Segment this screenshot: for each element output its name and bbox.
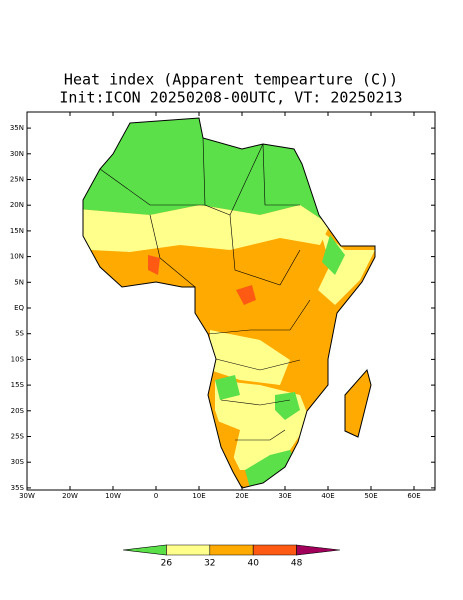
- colorbar-label: 26: [161, 559, 173, 569]
- lat-tick-label: 30N: [10, 150, 24, 158]
- lon-tick-label: 30E: [278, 492, 291, 500]
- colorbar-label: 40: [247, 559, 259, 569]
- colorbar-segment: [252, 544, 297, 556]
- lat-tick-label: EQ: [14, 304, 24, 312]
- lat-tick-label: 20S: [11, 407, 25, 415]
- madagascar: [344, 368, 372, 438]
- colorbar-segment: [209, 544, 254, 556]
- lat-tick-label: 15S: [11, 381, 25, 389]
- lon-tick-label: 20E: [235, 492, 248, 500]
- lon-tick-label: 10W: [105, 492, 121, 500]
- colorbar-segment: [166, 544, 211, 556]
- lat-tick-label: 10S: [11, 355, 25, 363]
- lon-tick-label: 10E: [192, 492, 205, 500]
- lat-tick-label: 5S: [15, 330, 24, 338]
- lat-tick-label: 25S: [11, 433, 25, 441]
- colorbar-label: 32: [204, 559, 215, 569]
- lon-tick-label: 20W: [62, 492, 78, 500]
- colorbar-segment: [122, 544, 167, 556]
- title: Heat index (Apparent tempearture (C)): [64, 71, 398, 89]
- colorbar-segment: [296, 544, 341, 556]
- lon-tick-label: 60E: [407, 492, 420, 500]
- lon-tick-label: 30W: [19, 492, 35, 500]
- lat-tick-label: 20N: [10, 201, 24, 209]
- lat-tick-label: 30S: [11, 458, 25, 466]
- lat-tick-label: 35N: [10, 124, 24, 132]
- lat-tick-label: 35S: [11, 484, 25, 492]
- lon-tick-label: 0: [154, 492, 158, 500]
- colorbar: 26 32 40 48: [122, 544, 341, 569]
- lon-tick-label: 50E: [364, 492, 377, 500]
- lat-tick-label: 15N: [10, 227, 24, 235]
- subtitle: Init:ICON 20250208-00UTC, VT: 20250213: [59, 89, 402, 107]
- borders: [99, 137, 311, 441]
- colorbar-label: 48: [291, 559, 303, 569]
- lat-tick-label: 25N: [10, 176, 24, 184]
- lat-tick-label: 10N: [10, 253, 24, 261]
- lon-tick-label: 40E: [321, 492, 334, 500]
- coastline: [82, 117, 376, 489]
- lat-tick-label: 5N: [14, 278, 24, 286]
